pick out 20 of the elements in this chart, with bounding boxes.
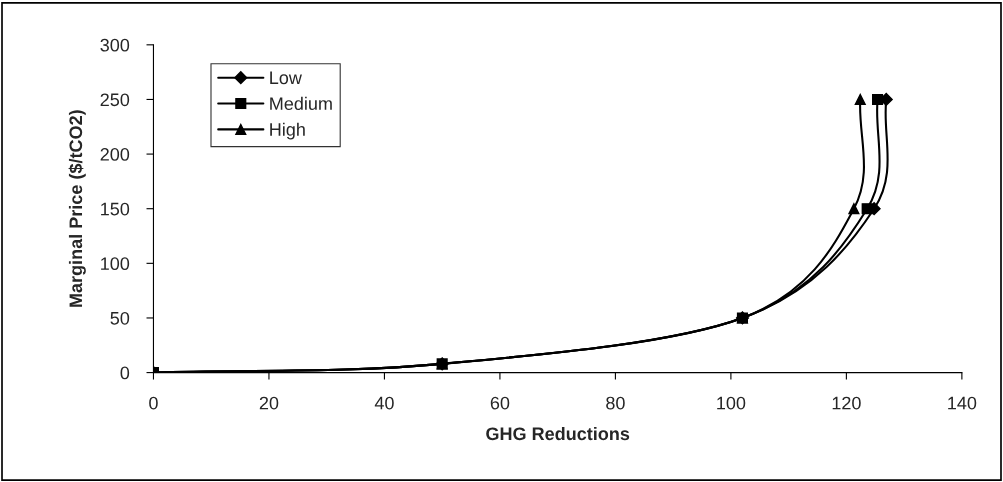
y-axis-title: Marginal Price ($/tCO2) [68,110,86,307]
y-tick-label: 200 [100,148,130,161]
x-tick-label: 0 [149,396,158,410]
legend-label: Medium [270,96,332,111]
x-tick-label: 60 [490,396,510,410]
y-tick-label: 0 [120,366,130,380]
y-tick-label: 150 [101,202,130,216]
x-tick-label: 40 [374,396,394,410]
x-tick-label: 120 [832,396,861,410]
legend-label: Low [270,71,302,85]
x-tick-label: 80 [606,396,625,410]
y-tick-label: 100 [101,257,130,271]
x-axis-title: GHG Reductions [486,426,630,441]
x-tick-label: 20 [259,396,279,410]
x-tick-label: 100 [717,396,746,410]
x-tick-label: 140 [948,396,977,410]
y-tick-label: 50 [110,311,130,325]
y-tick-label: 300 [100,38,130,52]
y-tick-label: 250 [100,93,130,107]
legend-label: High [270,122,305,140]
